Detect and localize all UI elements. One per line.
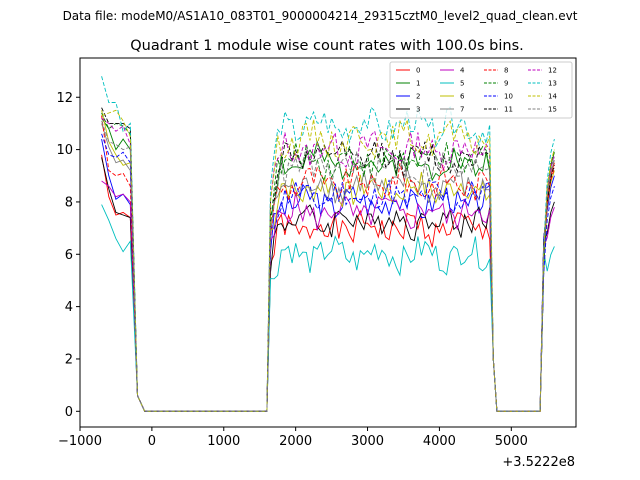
y-tick-label: 6 bbox=[65, 248, 73, 263]
y-axis: 0 2 4 6 8 10 12 bbox=[56, 91, 80, 420]
x-tick-label: −1000 bbox=[58, 434, 102, 449]
legend-label-6: 6 bbox=[460, 93, 465, 101]
legend-label-3: 3 bbox=[416, 106, 420, 114]
legend-label-4: 4 bbox=[460, 67, 465, 75]
y-tick-label: 4 bbox=[65, 300, 73, 315]
series-line-4 bbox=[101, 180, 555, 412]
chart-suptitle: Data file: modeM0/AS1A10_083T01_90000042… bbox=[63, 9, 578, 23]
chart-title: Quadrant 1 module wise count rates with … bbox=[130, 38, 524, 54]
series-line-10 bbox=[101, 133, 555, 412]
x-axis: −1000 0 1000 2000 3000 4000 5000 bbox=[58, 427, 528, 449]
series-group bbox=[101, 76, 555, 412]
x-tick-label: 1000 bbox=[207, 434, 240, 449]
legend-label-8: 8 bbox=[504, 67, 508, 75]
series-line-11 bbox=[101, 107, 555, 412]
x-tick-label: 0 bbox=[148, 434, 156, 449]
y-tick-label: 2 bbox=[65, 352, 73, 367]
legend-label-2: 2 bbox=[416, 93, 420, 101]
legend-label-11: 11 bbox=[504, 106, 513, 114]
y-tick-label: 10 bbox=[56, 143, 73, 158]
series-line-7 bbox=[101, 123, 555, 412]
legend-label-7: 7 bbox=[460, 106, 464, 114]
x-offset-label: +3.5222e8 bbox=[502, 455, 575, 470]
series-line-0 bbox=[101, 154, 555, 412]
legend-label-5: 5 bbox=[460, 80, 464, 88]
y-tick-label: 8 bbox=[65, 195, 73, 210]
series-line-15 bbox=[101, 120, 555, 412]
legend-label-0: 0 bbox=[416, 67, 420, 75]
series-line-14 bbox=[101, 109, 555, 412]
legend-label-14: 14 bbox=[548, 93, 557, 101]
legend-label-9: 9 bbox=[504, 80, 508, 88]
series-line-6 bbox=[101, 110, 555, 412]
legend-label-10: 10 bbox=[504, 93, 513, 101]
series-line-13 bbox=[101, 76, 555, 412]
y-tick-label: 0 bbox=[65, 405, 73, 420]
x-tick-label: 2000 bbox=[279, 434, 312, 449]
legend-label-15: 15 bbox=[548, 106, 557, 114]
series-line-12 bbox=[101, 117, 555, 412]
legend-box bbox=[389, 61, 573, 119]
x-tick-label: 4000 bbox=[423, 434, 456, 449]
series-line-3 bbox=[101, 157, 555, 412]
plot-frame bbox=[79, 57, 577, 428]
x-tick-label: 3000 bbox=[351, 434, 384, 449]
legend-label-1: 1 bbox=[416, 80, 420, 88]
legend-label-13: 13 bbox=[548, 80, 557, 88]
series-line-5 bbox=[101, 204, 555, 412]
series-line-8 bbox=[101, 115, 555, 412]
legend-label-12: 12 bbox=[548, 67, 557, 75]
series-line-1 bbox=[101, 117, 555, 412]
y-tick-label: 12 bbox=[56, 91, 73, 106]
series-line-9 bbox=[101, 112, 555, 412]
x-tick-label: 5000 bbox=[495, 434, 528, 449]
